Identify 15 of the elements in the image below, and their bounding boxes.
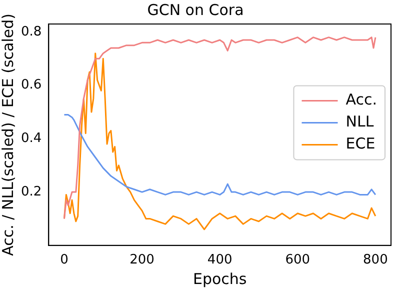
x-tick-label: 200 <box>130 252 154 268</box>
y-tick-label: 0.8 <box>20 24 42 40</box>
chart-title: GCN on Cora <box>147 0 244 19</box>
legend-label: NLL <box>346 112 374 131</box>
y-tick-label: 0.4 <box>20 131 42 146</box>
y-axis-title: Acc. / NLL(scaled) / ECE (scaled) <box>0 14 17 256</box>
legend-label: ECE <box>346 134 376 153</box>
x-tick-label: 400 <box>207 252 232 268</box>
y-tick-label: 0.2 <box>20 184 42 200</box>
x-tick-label: 800 <box>363 252 388 268</box>
x-tick-label: 0 <box>60 252 68 268</box>
y-tick-label: 0.6 <box>20 78 42 93</box>
x-axis-title: Epochs <box>192 270 247 288</box>
legend-label: Acc. <box>346 90 378 109</box>
x-tick-label: 600 <box>285 252 310 268</box>
